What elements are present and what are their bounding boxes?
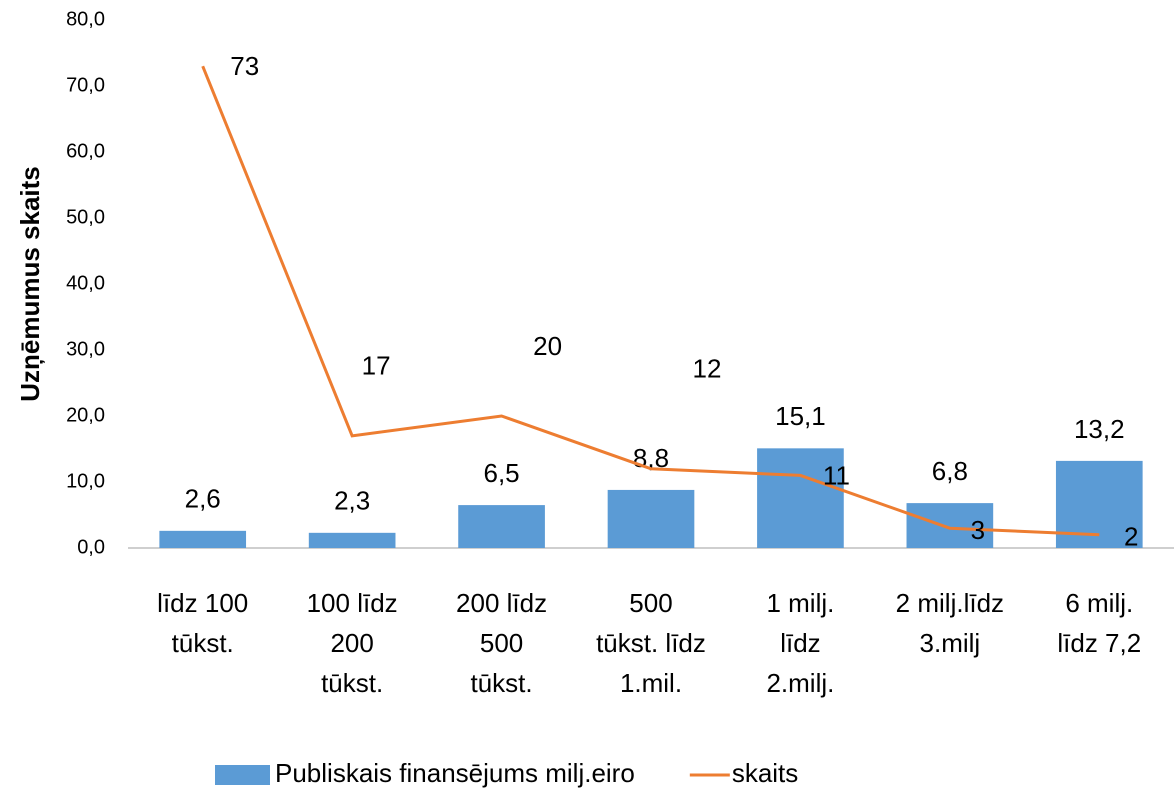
y-tick-label: 20,0 — [66, 404, 105, 426]
y-tick-label: 50,0 — [66, 206, 105, 228]
legend-label: skaits — [732, 758, 798, 788]
line-value-label: 11 — [823, 460, 850, 490]
bar-value-label: 15,1 — [775, 401, 826, 431]
line — [201, 65, 1100, 537]
bar-value-label: 6,5 — [483, 458, 519, 488]
y-tick-label: 30,0 — [66, 338, 105, 360]
legend-label: Publiskais finansējums milj.eiro — [275, 758, 635, 788]
line-value-label: 17 — [362, 351, 391, 381]
x-tick-label: 100 līdz 200 tūkst. — [307, 588, 398, 698]
x-tick-label: 1 milj. līdz 2.milj. — [766, 588, 834, 698]
y-tick-label: 0,0 — [77, 536, 105, 558]
x-tick-label: 2 milj.līdz 3.milj — [896, 588, 1004, 658]
line-value-label: 20 — [533, 331, 562, 361]
bar-value-label: 6,8 — [932, 456, 968, 486]
legend-swatch — [215, 765, 270, 785]
y-tick-label: 70,0 — [66, 74, 105, 96]
bar-value-label: 2,3 — [334, 486, 370, 516]
x-tick-label: 6 milj. līdz 7,2 — [1057, 588, 1141, 658]
y-tick-label: 40,0 — [66, 272, 105, 294]
bar — [607, 489, 695, 548]
bar — [159, 530, 247, 548]
line-value-label: 12 — [693, 354, 722, 384]
y-tick-label: 10,0 — [66, 470, 105, 492]
x-tick-label: 200 līdz 500 tūkst. — [456, 588, 547, 698]
bar — [757, 448, 844, 548]
bar — [906, 503, 994, 548]
bar — [458, 505, 545, 548]
y-tick-label: 60,0 — [66, 140, 105, 162]
bar-value-label: 13,2 — [1074, 414, 1125, 444]
line-value-label: 3 — [971, 515, 985, 545]
x-tick-label: līdz 100 tūkst. — [157, 588, 248, 658]
y-axis-title: Uzņēmumus skaits — [15, 166, 45, 402]
x-tick-label: 500 tūkst. līdz 1.mil. — [596, 588, 706, 698]
bar — [308, 532, 396, 548]
bar-value-label: 2,6 — [185, 484, 221, 514]
line-value-label: 73 — [230, 51, 259, 81]
y-tick-label: 80,0 — [66, 8, 105, 30]
line-value-label: 2 — [1124, 522, 1138, 552]
